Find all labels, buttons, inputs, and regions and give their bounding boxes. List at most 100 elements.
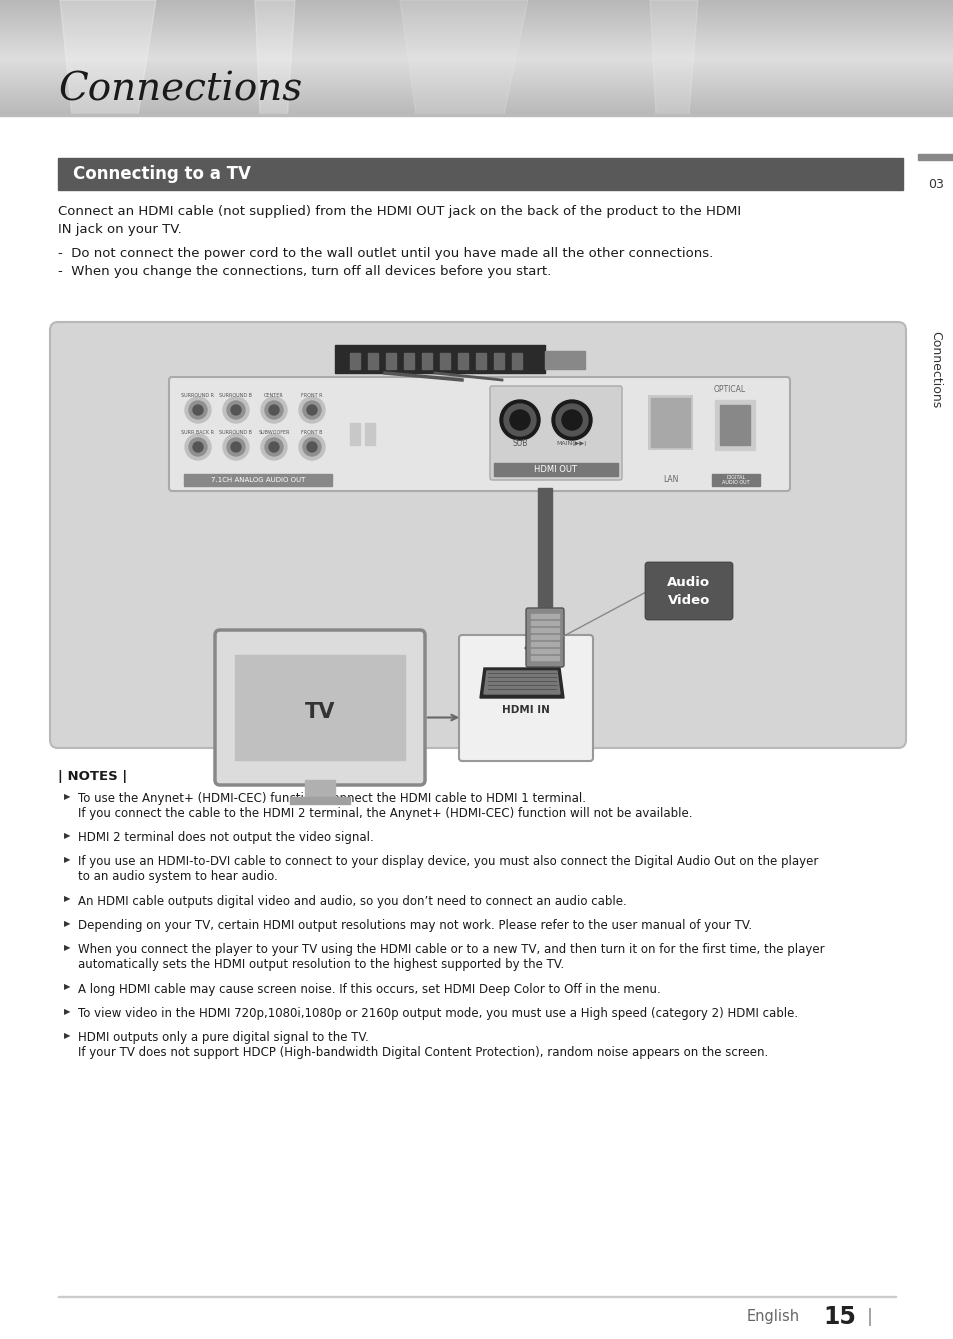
Text: IN jack on your TV.: IN jack on your TV. xyxy=(58,224,182,236)
Circle shape xyxy=(223,396,249,423)
Text: to an audio system to hear audio.: to an audio system to hear audio. xyxy=(78,870,277,882)
Bar xyxy=(0,114,953,116)
Circle shape xyxy=(503,404,536,437)
Bar xyxy=(531,656,558,660)
Text: SUB: SUB xyxy=(512,439,527,449)
Bar xyxy=(421,353,432,370)
Text: If you use an HDMI-to-DVI cable to connect to your display device, you must also: If you use an HDMI-to-DVI cable to conne… xyxy=(78,856,818,869)
Polygon shape xyxy=(254,0,294,115)
Text: HDMI outputs only a pure digital signal to the TV.: HDMI outputs only a pure digital signal … xyxy=(78,1031,369,1044)
FancyBboxPatch shape xyxy=(50,321,905,749)
Circle shape xyxy=(185,434,211,461)
Bar xyxy=(335,345,544,374)
Text: ▶: ▶ xyxy=(64,791,71,801)
Circle shape xyxy=(307,442,316,453)
Text: CENTER: CENTER xyxy=(264,394,284,398)
Bar xyxy=(403,353,414,370)
Circle shape xyxy=(269,404,278,415)
Bar xyxy=(439,353,450,370)
Bar xyxy=(290,797,350,803)
Circle shape xyxy=(269,442,278,453)
Text: Audio: Audio xyxy=(667,576,710,589)
Circle shape xyxy=(265,400,283,419)
Circle shape xyxy=(561,410,581,430)
Circle shape xyxy=(193,442,203,453)
Circle shape xyxy=(265,438,283,457)
Bar xyxy=(537,487,552,611)
Bar xyxy=(531,621,558,625)
Circle shape xyxy=(303,400,320,419)
Bar xyxy=(711,474,760,486)
Bar xyxy=(917,154,953,159)
Bar xyxy=(305,781,335,798)
Bar xyxy=(531,615,558,619)
Polygon shape xyxy=(649,0,698,115)
FancyBboxPatch shape xyxy=(458,635,593,761)
Circle shape xyxy=(303,438,320,457)
FancyBboxPatch shape xyxy=(525,608,563,667)
Text: An HDMI cable outputs digital video and audio, so you don’t need to connect an a: An HDMI cable outputs digital video and … xyxy=(78,894,626,908)
Bar xyxy=(531,635,558,639)
Bar xyxy=(512,353,521,370)
FancyBboxPatch shape xyxy=(169,378,789,491)
Text: ▶: ▶ xyxy=(64,983,71,991)
Circle shape xyxy=(510,410,530,430)
Bar xyxy=(476,353,485,370)
Text: LAN: LAN xyxy=(662,475,678,485)
Bar xyxy=(365,423,375,445)
Text: automatically sets the HDMI output resolution to the highest supported by the TV: automatically sets the HDMI output resol… xyxy=(78,957,563,971)
Text: To view video in the HDMI 720p,1080i,1080p or 2160p output mode, you must use a : To view video in the HDMI 720p,1080i,108… xyxy=(78,1007,798,1020)
FancyBboxPatch shape xyxy=(214,631,424,785)
Circle shape xyxy=(185,396,211,423)
Circle shape xyxy=(261,396,287,423)
Text: SUBWOOFER: SUBWOOFER xyxy=(258,430,290,435)
Bar xyxy=(647,395,692,450)
Bar xyxy=(531,628,558,632)
Text: To use the Anynet+ (HDMI-CEC) function, connect the HDMI cable to HDMI 1 termina: To use the Anynet+ (HDMI-CEC) function, … xyxy=(78,791,585,805)
Text: 03: 03 xyxy=(927,178,943,191)
Circle shape xyxy=(261,434,287,461)
Text: Connecting to a TV: Connecting to a TV xyxy=(73,165,251,183)
Bar xyxy=(544,351,584,370)
Text: ▶: ▶ xyxy=(64,1007,71,1016)
Circle shape xyxy=(193,404,203,415)
Bar xyxy=(720,404,749,445)
Text: ▶: ▶ xyxy=(64,944,71,952)
Text: When you connect the player to your TV using the HDMI cable or to a new TV, and : When you connect the player to your TV u… xyxy=(78,944,823,956)
Text: FRONT R: FRONT R xyxy=(301,394,322,398)
FancyBboxPatch shape xyxy=(644,562,732,620)
Circle shape xyxy=(231,404,241,415)
Text: HDMI IN: HDMI IN xyxy=(501,706,549,715)
Text: Depending on your TV, certain HDMI output resolutions may not work. Please refer: Depending on your TV, certain HDMI outpu… xyxy=(78,919,751,932)
Polygon shape xyxy=(483,671,559,694)
Text: HDMI OUT: HDMI OUT xyxy=(534,465,577,474)
Bar xyxy=(494,353,503,370)
FancyBboxPatch shape xyxy=(490,386,621,479)
Bar xyxy=(368,353,377,370)
Bar xyxy=(457,353,468,370)
Bar xyxy=(650,398,689,447)
Text: SURROUND B: SURROUND B xyxy=(219,394,253,398)
Circle shape xyxy=(189,400,207,419)
Text: A long HDMI cable may cause screen noise. If this occurs, set HDMI Deep Color to: A long HDMI cable may cause screen noise… xyxy=(78,983,660,995)
Bar xyxy=(184,474,332,486)
Text: | NOTES |: | NOTES | xyxy=(58,770,127,783)
Text: English: English xyxy=(746,1310,800,1324)
Text: ▶: ▶ xyxy=(64,919,71,928)
Text: -  When you change the connections, turn off all devices before you start.: - When you change the connections, turn … xyxy=(58,265,551,279)
Text: SURR BACK R: SURR BACK R xyxy=(181,430,214,435)
Circle shape xyxy=(298,434,325,461)
Text: ▶: ▶ xyxy=(64,1031,71,1040)
Text: OPTICAL: OPTICAL xyxy=(713,386,745,395)
Text: If your TV does not support HDCP (High-bandwidth Digital Content Protection), ra: If your TV does not support HDCP (High-b… xyxy=(78,1046,767,1059)
Text: SURROUND B: SURROUND B xyxy=(219,430,253,435)
Bar xyxy=(531,649,558,653)
Text: ▶: ▶ xyxy=(64,894,71,904)
Bar xyxy=(386,353,395,370)
Text: -  Do not connect the power cord to the wall outlet until you have made all the : - Do not connect the power cord to the w… xyxy=(58,246,713,260)
Text: 15: 15 xyxy=(822,1306,856,1330)
Text: Connections: Connections xyxy=(928,331,942,408)
Bar xyxy=(58,158,902,190)
Bar xyxy=(531,641,558,645)
Circle shape xyxy=(307,404,316,415)
